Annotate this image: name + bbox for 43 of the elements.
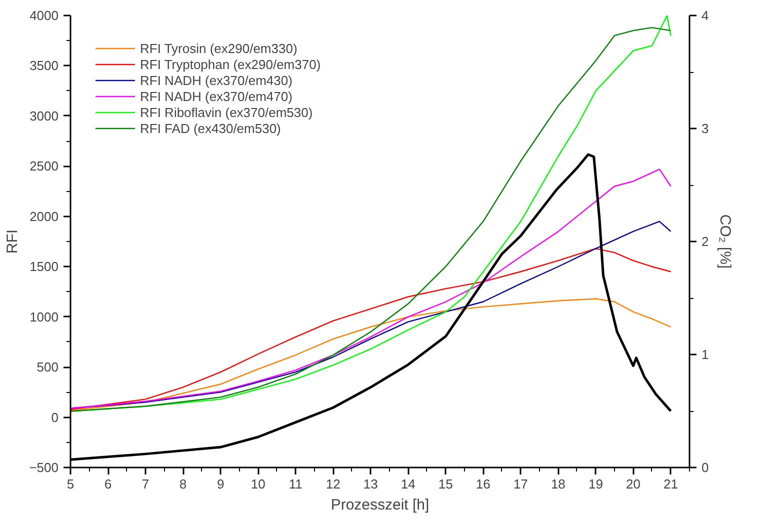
x-tick-label: 10 (250, 476, 266, 492)
y-tick-label: −500 (29, 460, 59, 475)
y2-tick-label: 2 (702, 234, 709, 249)
x-axis-title: Prozesszeit [h] (330, 496, 430, 514)
legend-label: RFI NADH (ex370/em470) (140, 88, 292, 104)
y2-axis-title: CO₂ [%] (716, 214, 734, 269)
y-tick-label: 0 (51, 410, 59, 425)
y2-tick-label: 3 (702, 121, 709, 136)
legend-label: RFI NADH (ex370/em430) (140, 72, 292, 88)
x-tick-label: 20 (626, 476, 640, 492)
y-axis-title: RFI (4, 229, 22, 254)
x-tick-label: 14 (400, 476, 416, 492)
x-tick-label: 17 (513, 476, 528, 492)
y2-tick-label: 1 (702, 347, 709, 362)
line-series (70, 298, 672, 411)
x-tick-label: 15 (438, 476, 453, 492)
y-tick-label: 1000 (30, 309, 58, 324)
x-tick-label: 18 (550, 476, 566, 492)
x-tick-label: 6 (104, 476, 112, 492)
x-tick-label: 9 (216, 476, 224, 492)
legend-label: RFI Tryptophan (ex290/em370) (140, 56, 321, 72)
x-tick-label: 13 (363, 476, 378, 492)
y-tick-label: 2500 (30, 158, 58, 174)
y-tick-label: 3000 (30, 108, 58, 124)
y-tick-label: 3500 (30, 58, 58, 74)
legend-label: RFI Riboflavin (ex370/em530) (140, 104, 313, 120)
y2-tick-label: 0 (702, 460, 709, 475)
x-tick-label: 21 (664, 476, 678, 492)
x-tick-label: 5 (66, 476, 74, 492)
x-tick-label: 19 (588, 476, 603, 492)
y-tick-label: 2000 (30, 208, 58, 224)
legend-label: RFI Tyrosin (ex290/em330) (140, 40, 298, 56)
x-tick-label: 12 (326, 476, 340, 492)
y-tick-label: 4000 (30, 8, 58, 23)
x-tick-label: 8 (179, 476, 187, 492)
x-tick-label: 16 (476, 476, 490, 492)
legend-label: RFI FAD (ex430/em530) (140, 120, 281, 136)
line-series (70, 168, 672, 409)
x-tick-label: 11 (288, 476, 302, 492)
y-tick-label: 1500 (30, 259, 58, 274)
x-tick-label: 7 (142, 476, 150, 492)
y2-tick-label: 4 (702, 8, 709, 23)
y-tick-label: 500 (36, 360, 59, 375)
